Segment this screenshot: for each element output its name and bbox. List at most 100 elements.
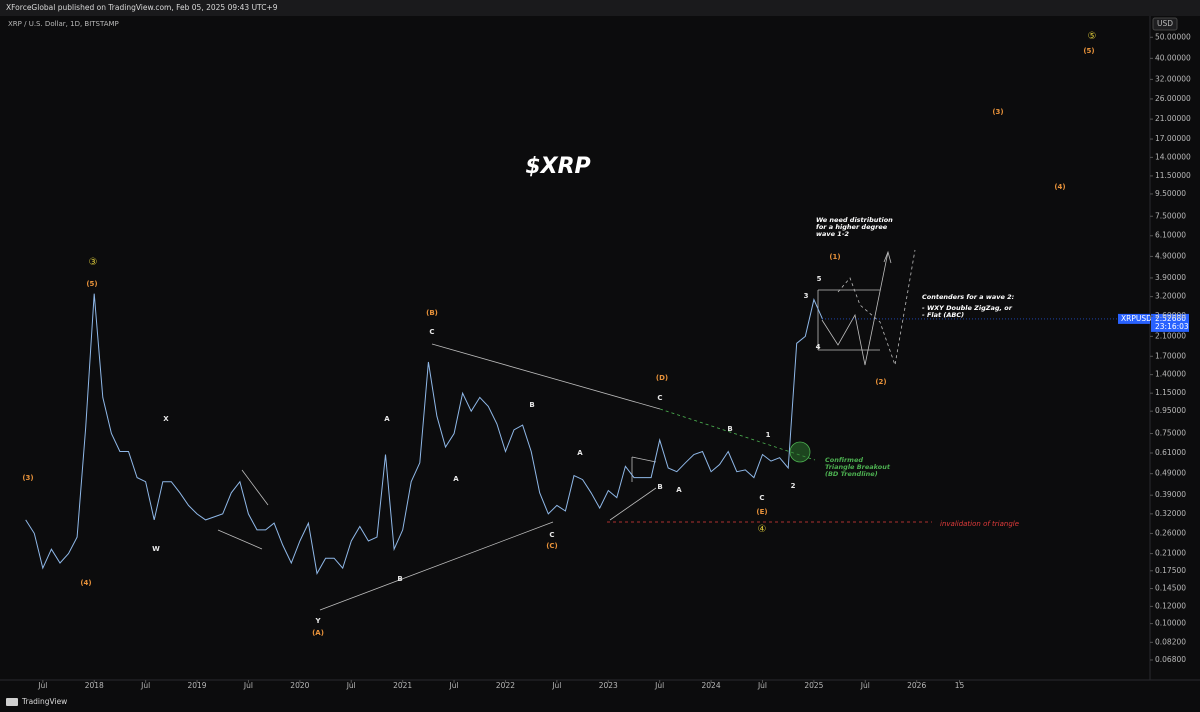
wave-label: C [759, 494, 764, 502]
sub-triangle [609, 487, 657, 521]
wave-label: (C) [546, 542, 558, 550]
y-tick-label: 50.00000 [1155, 32, 1191, 41]
wave-label: 1 [766, 431, 771, 439]
x-tick-label: 2019 [187, 681, 206, 690]
y-tick-label: 7.50000 [1155, 211, 1186, 220]
y-tick-label: 3.90000 [1155, 273, 1186, 282]
y-tick-label: 2.60000 [1155, 311, 1186, 320]
y-tick-label: 0.17500 [1155, 566, 1186, 575]
wave-label: W [152, 545, 160, 553]
y-tick-label: 14.00000 [1155, 152, 1191, 161]
y-tick-label: 4.90000 [1155, 251, 1186, 260]
wave-label: B [529, 401, 534, 409]
price-badge [1151, 313, 1189, 332]
y-tick-label: 6.10000 [1155, 231, 1186, 240]
x-tick-label: 2018 [85, 681, 104, 690]
y-tick-label: 0.21000 [1155, 549, 1186, 558]
y-tick-label: 21.00000 [1155, 114, 1191, 123]
y-tick-label: 40.00000 [1155, 53, 1191, 62]
wave-label: (3) [22, 474, 33, 482]
wave-label: B [727, 425, 732, 433]
x-tick-label: Jul [551, 681, 561, 690]
sub-triangle [631, 456, 657, 463]
wave-label: (1) [829, 253, 840, 261]
header-text: XForceGlobal published on TradingView.co… [6, 3, 278, 12]
wave-label: A [384, 415, 390, 423]
x-tick-label: Jul [140, 681, 150, 690]
y-tick-label: 11.50000 [1155, 171, 1191, 180]
wave-label: 2 [791, 482, 796, 490]
y-tick-label: 0.49000 [1155, 469, 1186, 478]
wave-label: 5 [817, 275, 822, 283]
drawings [217, 249, 932, 611]
x-tick-label: 2023 [599, 681, 618, 690]
wave-label: C [549, 531, 554, 539]
annotation: Contenders for a wave 2: [922, 293, 1015, 301]
y-tick-label: 17.00000 [1155, 134, 1191, 143]
wave-label: (3) [992, 108, 1003, 116]
y-tick-label: 3.20000 [1155, 292, 1186, 301]
symbol-label: XRPUSD [1121, 314, 1152, 323]
x-tick-label: Jul [37, 681, 47, 690]
y-tick-label: 0.75000 [1155, 428, 1186, 437]
wave-label: A [577, 449, 583, 457]
wave-label: ④ [758, 524, 767, 535]
x-tick-label: Jul [449, 681, 459, 690]
x-tick-label: 2022 [496, 681, 515, 690]
wave-label: C [429, 328, 434, 336]
triangle-upper [431, 343, 661, 410]
wave-label: (E) [756, 508, 767, 516]
x-tick-label: Jul [243, 681, 253, 690]
footer-bar [0, 692, 1200, 712]
y-tick-label: 26.00000 [1155, 94, 1191, 103]
x-tick-label: Jul [860, 681, 870, 690]
wave-label: X [163, 415, 169, 423]
breakout-marker [789, 441, 811, 463]
annotation: Confirmed [825, 456, 863, 464]
symbol-badge [1118, 313, 1150, 324]
tv-logo [6, 698, 18, 706]
price-series [25, 293, 823, 575]
chart-title: $XRP [525, 154, 590, 179]
x-tick-label: 15 [955, 681, 965, 690]
wave-label: (4) [1054, 183, 1065, 191]
wave-label: (D) [656, 374, 668, 382]
y-tick-label: 0.61000 [1155, 448, 1186, 457]
wave-labels: ③ (5) (3) (4) X W Y (A) A B (B) C A B A … [22, 31, 1096, 637]
wedge-line [241, 469, 269, 506]
x-tick-label: 2026 [907, 681, 926, 690]
wedge-line [217, 529, 263, 550]
y-tick-label: 1.15000 [1155, 388, 1186, 397]
annotation: wave 1-2 [816, 230, 850, 238]
wave-label: (A) [312, 629, 324, 637]
x-tick-label: 2021 [393, 681, 412, 690]
y-tick-label: 0.14500 [1155, 584, 1186, 593]
wave-label: 4 [816, 343, 821, 351]
x-tick-label: Jul [757, 681, 767, 690]
x-tick-label: Jul [654, 681, 664, 690]
wave-label: ⑤ [1088, 31, 1097, 42]
wave-label: (5) [86, 280, 97, 288]
annotation: (BD Trendline) [825, 470, 878, 478]
wave-label: (B) [426, 309, 438, 317]
annotation: We need distribution [816, 216, 893, 224]
wave-label: (4) [80, 579, 91, 587]
currency-box[interactable] [1152, 17, 1178, 31]
alt-projection-path [837, 249, 916, 367]
annotation: Triangle Breakout [825, 463, 891, 471]
y-tick-label: 0.26000 [1155, 528, 1186, 537]
y-tick-label: 1.40000 [1155, 370, 1186, 379]
price-label: 2.52680 [1155, 314, 1186, 323]
annotation: - Flat (ABC) [922, 311, 964, 319]
annotation: - WXY Double ZigZag, or [922, 304, 1013, 312]
x-tick-label: Jul [346, 681, 356, 690]
y-tick-label: 0.39000 [1155, 490, 1186, 499]
projection-path [821, 251, 889, 366]
wave-label: ③ [89, 257, 98, 268]
wave-label: 3 [804, 292, 809, 300]
annotation: for a higher degree [816, 223, 888, 231]
y-tick-label: 0.10000 [1155, 619, 1186, 628]
x-tick-label: 2020 [290, 681, 309, 690]
footer-text: TradingView [21, 697, 67, 706]
header-bar [0, 0, 1200, 16]
